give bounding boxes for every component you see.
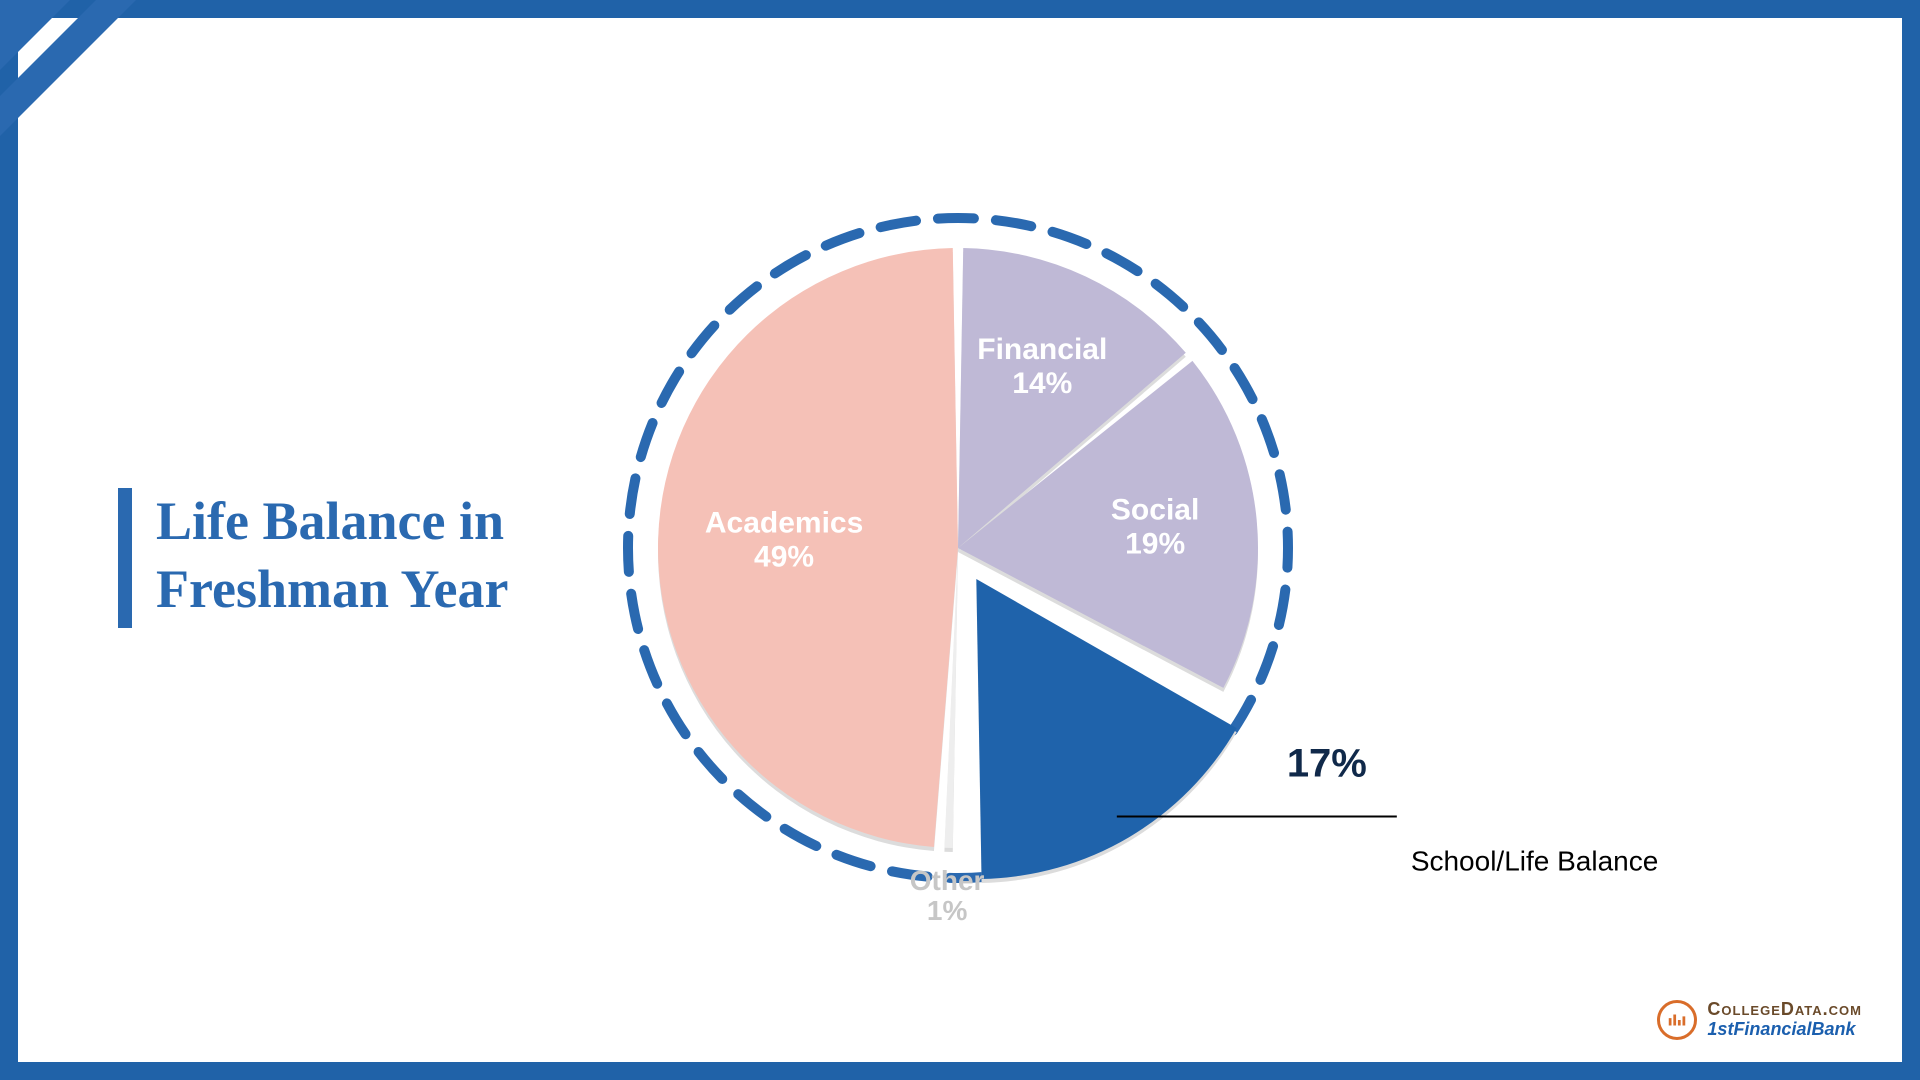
slice-label-other: Other (910, 865, 985, 896)
logo-line-1: CollegeData.com (1707, 1000, 1862, 1020)
slice-label-academics: Academics (705, 507, 863, 540)
slice-label-financial: Financial (977, 333, 1107, 366)
slice-pct-social: 19% (1125, 527, 1185, 560)
footer-logo: CollegeData.com 1stFinancialBank (1657, 1000, 1862, 1040)
pie-chart: Financial14% Social19% 17% School/Life Bala… (578, 158, 1678, 938)
slice-pct-financial: 14% (1012, 367, 1072, 400)
corner-stripes (0, 0, 200, 200)
slice-pct-academics: 49% (754, 541, 814, 574)
title-line-2: Freshman Year (156, 556, 508, 624)
title-block: Life Balance in Freshman Year (118, 488, 508, 628)
callout-pct: 17% (1287, 742, 1367, 786)
logo-line-2: 1stFinancialBank (1707, 1020, 1862, 1040)
title-line-1: Life Balance in (156, 488, 508, 556)
logo-text: CollegeData.com 1stFinancialBank (1707, 1000, 1862, 1040)
slice-label-social: Social (1111, 493, 1199, 526)
page-title: Life Balance in Freshman Year (156, 488, 508, 623)
slide-frame: Life Balance in Freshman Year Financial1… (0, 0, 1920, 1080)
title-accent-bar (118, 488, 132, 628)
callout-label: School/Life Balance (1411, 846, 1659, 877)
logo-icon (1657, 1000, 1697, 1040)
slice-pct-other: 1% (927, 895, 968, 926)
